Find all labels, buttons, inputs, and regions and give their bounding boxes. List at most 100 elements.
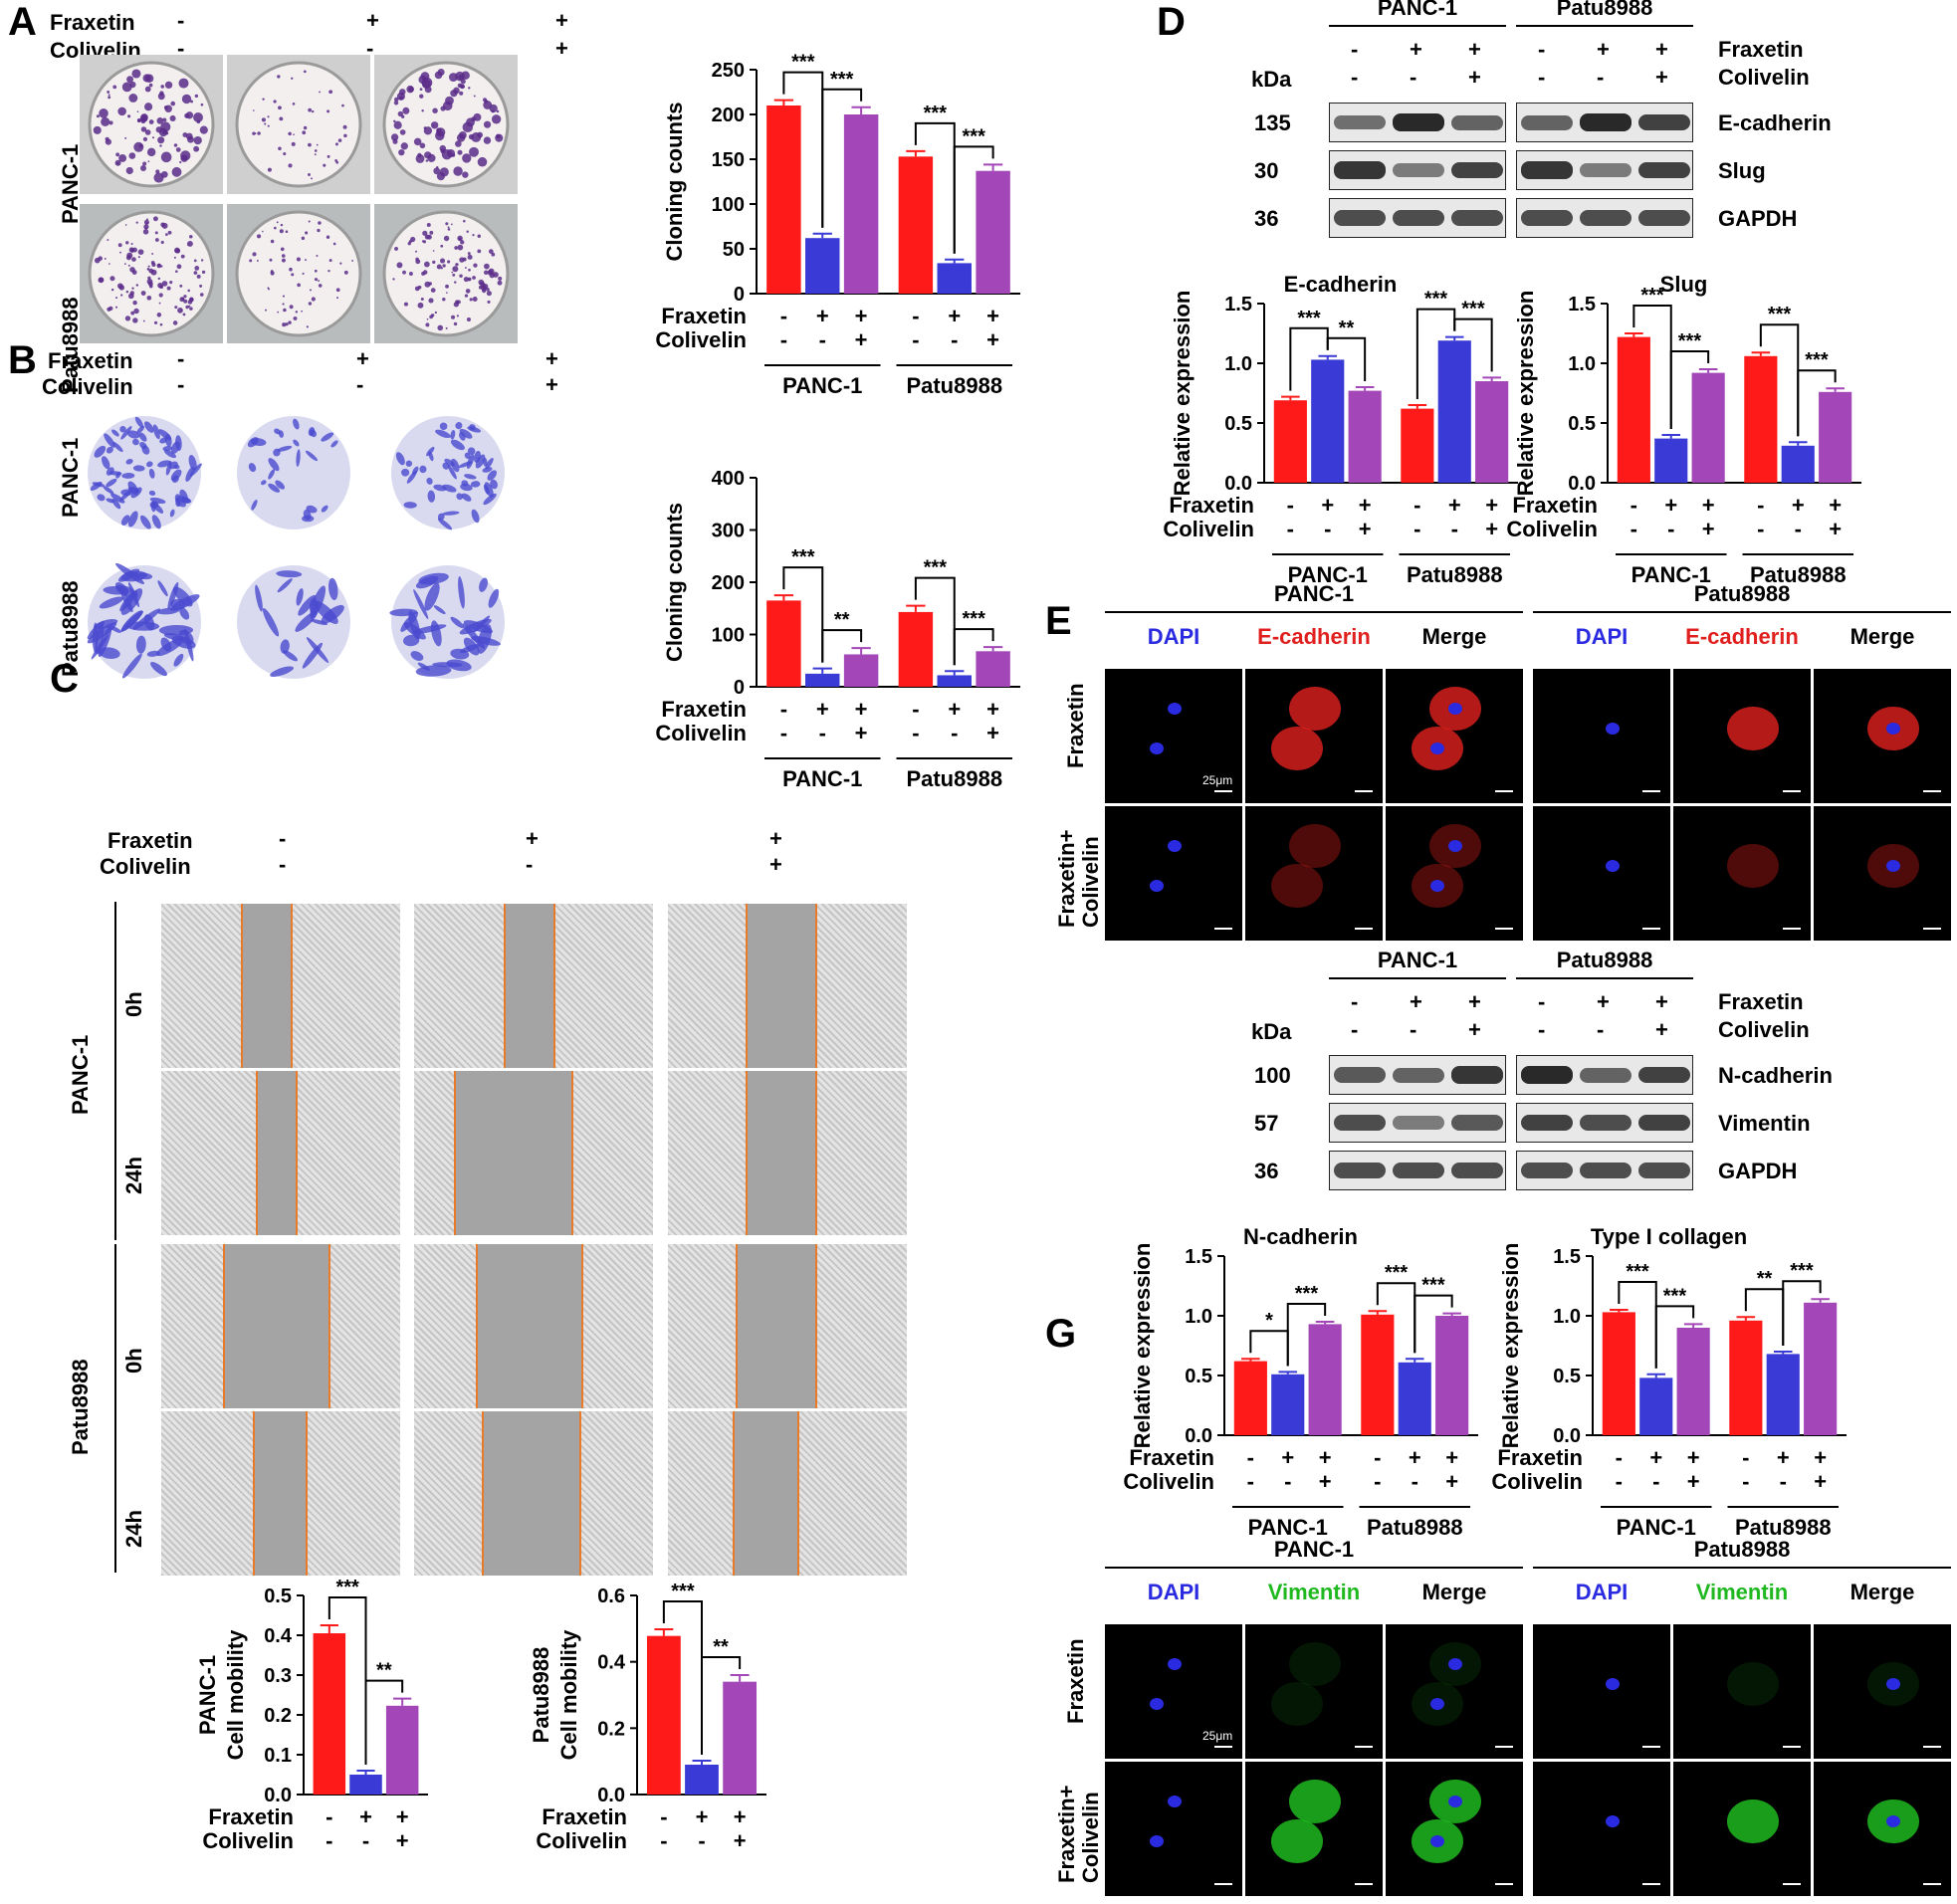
- bar: [843, 114, 879, 294]
- dish: [382, 210, 510, 337]
- bar: [723, 1681, 758, 1795]
- cell: [479, 577, 489, 592]
- colony: [314, 153, 317, 156]
- sign: +: [545, 372, 558, 397]
- colony: [437, 68, 445, 77]
- colony: [311, 177, 313, 180]
- colony: [253, 109, 255, 111]
- cell: [91, 634, 109, 660]
- y-tick-label: 0.5: [1185, 1366, 1212, 1387]
- sign: +: [1655, 989, 1668, 1014]
- colony: [158, 302, 161, 305]
- band: [1334, 1067, 1386, 1083]
- nucleus: [1150, 742, 1164, 754]
- x-sign: -: [1757, 493, 1764, 518]
- wound-image: [414, 1071, 653, 1235]
- colony: [104, 257, 107, 260]
- wound-edge: [579, 1411, 581, 1576]
- colony: [459, 274, 463, 278]
- colony: [156, 117, 164, 124]
- colony: [270, 239, 275, 244]
- colony: [196, 119, 201, 124]
- colony: [491, 114, 502, 124]
- cell: [93, 622, 99, 653]
- wound-image: [668, 1411, 907, 1576]
- colony: [458, 74, 464, 81]
- colony: [152, 216, 158, 222]
- band: [1638, 113, 1690, 131]
- x-sign: -: [1374, 1469, 1381, 1494]
- sig-label: ***: [1424, 289, 1448, 311]
- sig-label: ***: [924, 557, 948, 579]
- cell: [413, 589, 429, 620]
- colony: [148, 83, 153, 88]
- colony: [188, 305, 191, 308]
- group-label: PANC-1: [1631, 562, 1711, 587]
- colony: [467, 277, 472, 282]
- x-sign: -: [326, 1828, 332, 1853]
- cell: [146, 461, 153, 468]
- wound-edge: [241, 904, 243, 1068]
- colony: [160, 240, 164, 245]
- x-sign: +: [1485, 493, 1498, 518]
- colony: [478, 279, 485, 286]
- band: [1580, 1067, 1631, 1083]
- cell: [466, 454, 475, 470]
- colony: [467, 254, 473, 260]
- plate-photo: [227, 204, 370, 343]
- colony: [442, 298, 446, 302]
- stain: [1289, 1780, 1341, 1823]
- wound-gap: [733, 1411, 797, 1576]
- cell: [415, 575, 439, 589]
- divider: [1329, 977, 1506, 979]
- colony: [432, 250, 435, 252]
- colony: [157, 136, 165, 144]
- colony: [469, 298, 473, 302]
- bar: [898, 611, 934, 687]
- colony: [426, 222, 431, 227]
- channel-label: DAPI: [1575, 1580, 1629, 1604]
- sign: -: [1538, 65, 1546, 90]
- colivelin-label: Colivelin: [1718, 1017, 1810, 1042]
- sig-label: ***: [1640, 285, 1664, 307]
- cell: [428, 451, 434, 462]
- stain: [1271, 864, 1323, 908]
- colony: [179, 160, 182, 164]
- cell: [120, 426, 132, 440]
- y-tick-label: 0.0: [264, 1785, 292, 1806]
- if-image: [1673, 806, 1811, 941]
- wound-edge: [223, 1244, 225, 1408]
- band: [1638, 1066, 1690, 1084]
- sign: +: [1410, 37, 1422, 62]
- if-image: [1386, 806, 1523, 941]
- sig-label: ***: [963, 608, 986, 630]
- x-row-label: Fraxetin: [1169, 493, 1254, 518]
- x-sign: -: [1247, 1469, 1254, 1494]
- nucleus: [1886, 860, 1900, 872]
- cell: [173, 586, 193, 607]
- colony: [308, 302, 313, 306]
- colony: [463, 219, 466, 223]
- sig-bracket: [821, 629, 863, 663]
- chart-F2: 0.0 0.5 1.0 1.5 Relative expression Type I co…: [1491, 1224, 1847, 1540]
- colony: [125, 166, 133, 175]
- nucleus: [1430, 1835, 1444, 1847]
- x-sign: -: [1413, 517, 1420, 541]
- sign: +: [1655, 37, 1668, 62]
- cell: [121, 653, 142, 679]
- colony: [151, 262, 156, 268]
- cell: [251, 500, 258, 511]
- colony: [112, 85, 117, 90]
- wound-gap: [253, 1411, 306, 1576]
- blot-strip: [1516, 150, 1693, 190]
- colony: [447, 226, 450, 229]
- stain: [1727, 707, 1779, 750]
- colony: [419, 88, 423, 92]
- sig-label: ***: [1626, 1261, 1649, 1283]
- colony: [273, 226, 277, 230]
- colony: [457, 83, 463, 89]
- panel-label-c: C: [50, 657, 79, 701]
- divider: [1533, 1567, 1951, 1569]
- cell: [103, 586, 129, 595]
